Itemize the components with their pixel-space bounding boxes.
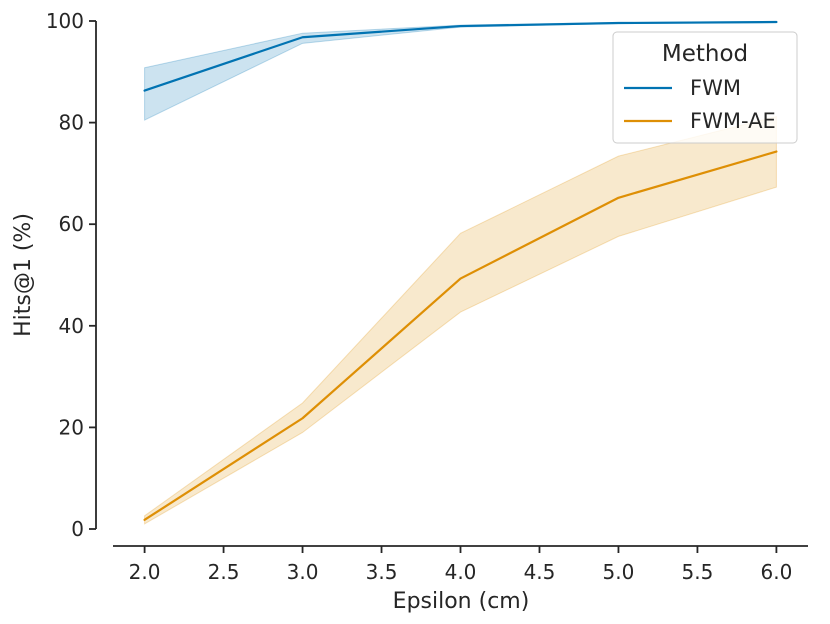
legend-label-fwm-ae: FWM-AE xyxy=(690,109,776,133)
x-tick-label: 5.0 xyxy=(603,560,635,584)
legend: Method FWM FWM-AE xyxy=(612,31,798,144)
y-tick-label: 80 xyxy=(59,111,84,135)
x-tick-label: 4.0 xyxy=(445,560,477,584)
series-lines xyxy=(143,20,778,521)
y-ticks: 0 20 40 60 80 100 xyxy=(46,9,96,541)
series-line-fwm-ae xyxy=(143,150,778,521)
legend-label-fwm: FWM xyxy=(690,76,741,100)
x-ticks: 2.0 2.5 3.0 3.5 4.0 4.5 5.0 5.5 6.0 xyxy=(129,546,793,584)
y-tick-label: 100 xyxy=(46,9,84,33)
x-tick-label: 3.5 xyxy=(366,560,398,584)
legend-title: Method xyxy=(662,41,748,67)
x-tick-label: 2.5 xyxy=(208,560,240,584)
y-tick-label: 40 xyxy=(59,314,84,338)
x-tick-label: 6.0 xyxy=(761,560,793,584)
x-tick-label: 5.5 xyxy=(682,560,714,584)
y-tick-label: 20 xyxy=(59,415,84,439)
y-tick-label: 0 xyxy=(71,517,84,541)
ci-band-fwm-ae xyxy=(144,115,777,525)
x-axis: 2.0 2.5 3.0 3.5 4.0 4.5 5.0 5.5 6.0 xyxy=(113,545,808,584)
series-line-fwm xyxy=(143,20,778,92)
x-tick-label: 2.0 xyxy=(129,560,161,584)
x-tick-label: 4.5 xyxy=(524,560,556,584)
y-tick-label: 60 xyxy=(59,212,84,236)
y-axis-title: Hits@1 (%) xyxy=(11,213,36,337)
x-axis-title: Epsilon (cm) xyxy=(393,589,530,614)
x-tick-label: 3.0 xyxy=(287,560,319,584)
legend-frame xyxy=(612,31,798,144)
y-axis: 0 20 40 60 80 100 xyxy=(46,9,97,541)
